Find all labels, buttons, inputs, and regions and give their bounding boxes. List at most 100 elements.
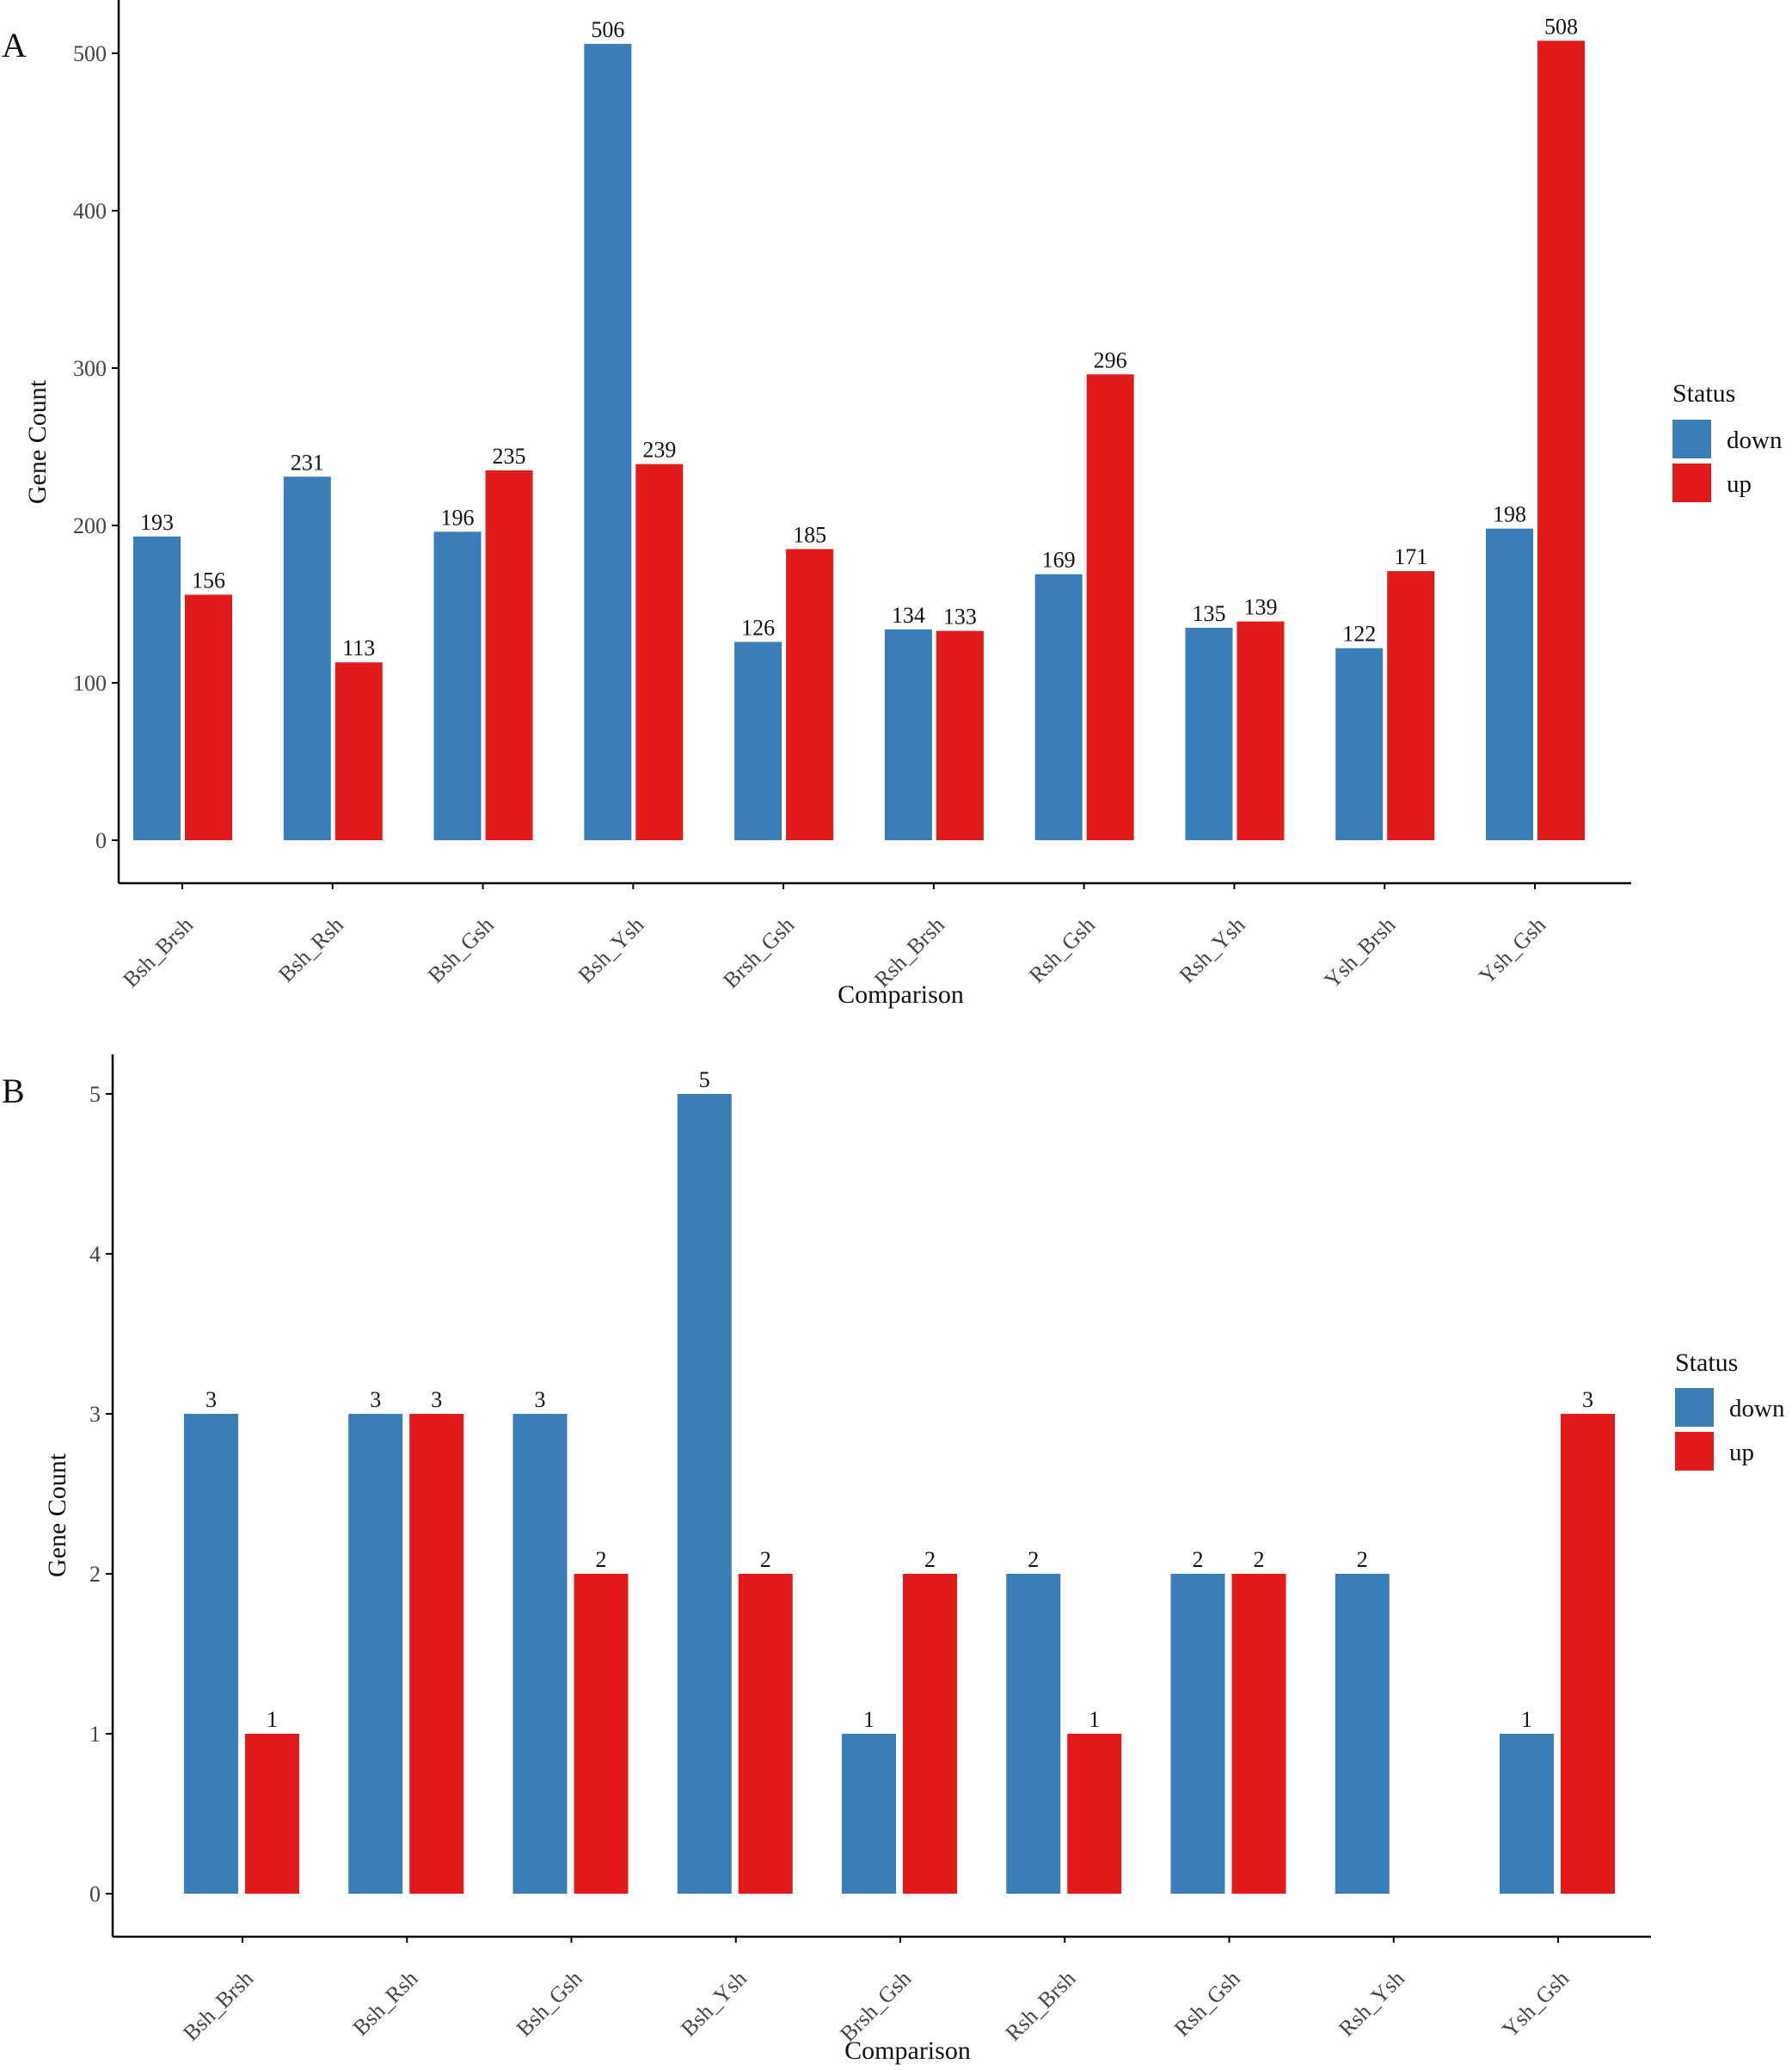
bar-up-bsh-rsh (334, 662, 383, 840)
data-label: 2 (1357, 1547, 1368, 1572)
legend-label-up: up (1727, 470, 1752, 498)
bar-up-rsh-brsh (1067, 1734, 1122, 1894)
x-tick-label: Ysh_Brsh (1319, 912, 1400, 993)
bar-down-bsh-brsh (184, 1414, 238, 1894)
data-label: 296 (1094, 347, 1127, 372)
bar-down-bsh-gsh (433, 531, 482, 840)
data-label: 1 (267, 1707, 278, 1732)
data-label: 1 (1521, 1707, 1532, 1732)
data-label: 2 (924, 1547, 936, 1572)
bar-down-ysh-gsh (1486, 528, 1533, 840)
x-tick-label: Rsh_Gsh (1024, 912, 1100, 988)
data-label: 508 (1544, 14, 1578, 39)
x-tick-label: Bsh_Brsh (118, 912, 198, 992)
x-tick-label: Rsh_Ysh (1334, 1966, 1409, 2042)
bar-up-bsh-brsh (185, 594, 232, 840)
bar-up-rsh-brsh (936, 630, 984, 840)
data-label: 135 (1192, 601, 1225, 626)
legend: Status down up (1675, 1348, 1785, 1471)
data-label: 2 (1028, 1547, 1039, 1572)
bar-down-rsh-gsh (1034, 574, 1083, 840)
bar-down-bsh-gsh (512, 1414, 568, 1894)
data-label: 193 (140, 510, 174, 535)
data-label: 169 (1042, 548, 1076, 573)
legend-title: Status (1675, 1348, 1738, 1377)
legend: Status down up (1672, 379, 1783, 502)
bar-up-bsh-rsh (409, 1414, 464, 1894)
bar-up-ysh-gsh (1561, 1414, 1615, 1894)
bar-up-rsh-gsh (1086, 374, 1134, 840)
legend-label-down: down (1727, 427, 1783, 454)
bar-up-rsh-gsh (1231, 1574, 1286, 1894)
bar-down-rsh-gsh (1170, 1574, 1225, 1894)
x-tick-label: Bsh_Rsh (273, 912, 348, 987)
chart-panel-b: B 0 1 2 3 4 5 3 1 Bsh_Brsh 3 3 Bsh_Rsh 3 2 Bsh_Gsh 5 2 Bsh… (2, 1054, 1785, 2065)
bar-up-bsh-gsh (574, 1574, 629, 1894)
y-tick-label: 300 (73, 356, 107, 381)
legend-title: Status (1672, 379, 1735, 408)
bar-down-rsh-ysh (1185, 627, 1233, 840)
x-tick-label: Rsh_Brsh (1000, 1966, 1080, 2046)
legend-label-down: down (1729, 1395, 1785, 1422)
y-tick-label: 0 (89, 1882, 101, 1907)
y-tick-label: 3 (89, 1402, 101, 1427)
data-label: 198 (1493, 502, 1526, 527)
x-tick-label: Bsh_Ysh (676, 1966, 752, 2042)
data-label: 235 (493, 444, 526, 469)
data-label: 122 (1342, 622, 1376, 647)
bar-up-bsh-ysh (738, 1574, 793, 1894)
x-tick-label: Bsh_Brsh (178, 1966, 258, 2046)
bar-down-bsh-rsh (348, 1414, 403, 1894)
data-label: 1 (863, 1707, 875, 1732)
bar-down-ysh-gsh (1500, 1734, 1554, 1894)
data-label: 2 (1254, 1547, 1265, 1572)
chart-panel-a: A 0 100 200 300 400 500 193 156 Bsh_Brsh 231 113 Bsh… (2, 0, 1783, 1009)
data-label: 2 (760, 1547, 771, 1572)
x-tick-label: Bsh_Gsh (423, 912, 499, 988)
y-tick-label: 4 (89, 1242, 101, 1267)
bar-down-bsh-brsh (133, 536, 181, 840)
x-tick-label: Bsh_Ysh (574, 912, 649, 988)
x-tick-label: Brsh_Gsh (835, 1966, 916, 2047)
y-tick-label: 400 (73, 199, 107, 224)
bar-up-bsh-ysh (635, 464, 684, 840)
bar-up-brsh-gsh (786, 549, 834, 840)
data-label: 239 (642, 438, 676, 463)
bar-down-bsh-ysh (584, 44, 632, 840)
bar-down-brsh-gsh (842, 1734, 896, 1894)
y-tick-label: 0 (95, 828, 107, 853)
x-tick-label: Bsh_Rsh (348, 1966, 423, 2041)
data-label: 506 (591, 17, 624, 42)
bar-up-rsh-ysh (1237, 621, 1285, 840)
panel-label: B (2, 1072, 25, 1110)
data-label: 171 (1394, 544, 1427, 569)
bar-up-brsh-gsh (903, 1574, 957, 1894)
bar-down-bsh-rsh (283, 476, 331, 840)
data-label: 126 (741, 615, 775, 640)
y-tick-label: 200 (73, 513, 107, 538)
x-axis-title: Comparison (844, 2036, 971, 2065)
x-tick-label: Brsh_Gsh (718, 912, 799, 993)
x-tick-label: Bsh_Gsh (512, 1966, 587, 2042)
data-label: 185 (793, 522, 826, 547)
y-tick-label: 1 (89, 1722, 101, 1747)
y-tick-label: 500 (73, 41, 107, 66)
x-tick-label: Ysh_Gsh (1497, 1966, 1574, 2042)
bar-down-brsh-gsh (734, 642, 782, 840)
legend-swatch-down (1675, 1388, 1714, 1427)
y-axis-title: Gene Count (43, 1453, 71, 1577)
data-label: 133 (943, 605, 977, 630)
bar-up-bsh-brsh (245, 1734, 299, 1894)
data-label: 196 (441, 505, 475, 530)
data-label: 1 (1089, 1707, 1100, 1732)
bar-down-rsh-ysh (1335, 1574, 1390, 1894)
data-label: 139 (1243, 595, 1277, 620)
data-label: 113 (342, 636, 375, 660)
bar-down-bsh-ysh (677, 1094, 732, 1894)
y-tick-label: 5 (89, 1082, 101, 1107)
data-label: 231 (291, 450, 324, 475)
data-label: 3 (370, 1387, 381, 1412)
y-axis-title: Gene Count (23, 379, 52, 504)
